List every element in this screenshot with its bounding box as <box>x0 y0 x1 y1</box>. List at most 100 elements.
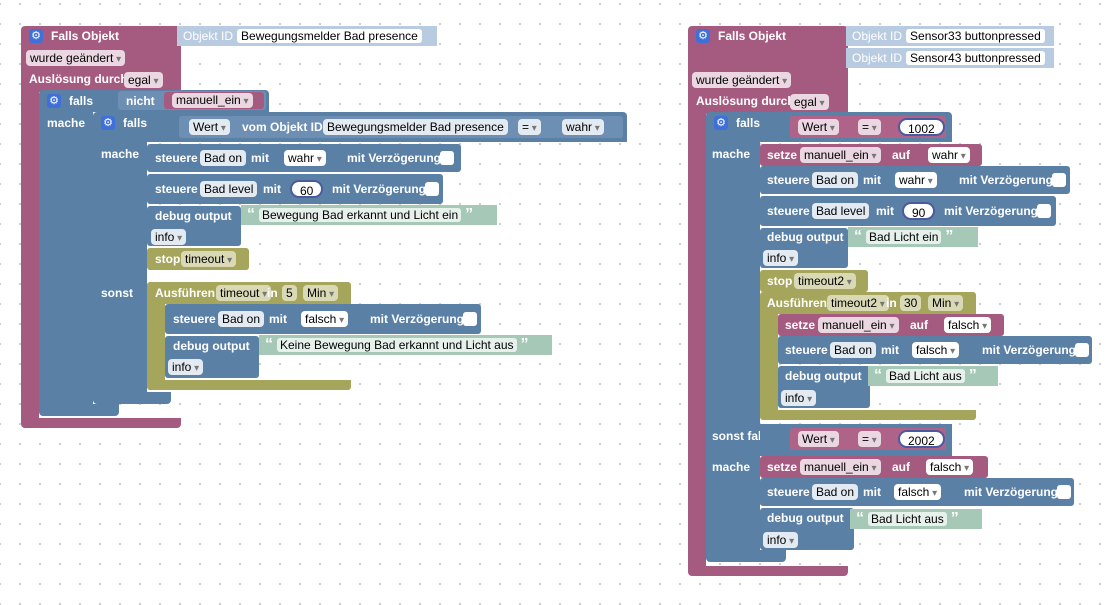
minutes-input[interactable]: 30 <box>900 295 922 311</box>
mit-label: mit <box>881 343 899 357</box>
device-field[interactable]: Bad level <box>812 203 870 219</box>
device-field[interactable]: Bad on <box>830 342 877 358</box>
device-field[interactable]: Bad level <box>200 181 258 197</box>
log-level-dropdown[interactable]: info <box>168 359 204 375</box>
boolean-dropdown[interactable]: wahr <box>562 119 604 135</box>
gear-icon[interactable]: ⚙ <box>101 116 115 130</box>
value-dropdown[interactable]: falsch <box>912 342 960 358</box>
wurde-geaendert-dropdown[interactable]: wurde geändert <box>692 72 792 88</box>
delay-checkbox[interactable] <box>1037 204 1051 218</box>
unit-dropdown[interactable]: Min <box>303 285 339 301</box>
debug-output-label: debug output <box>155 209 232 223</box>
value-dropdown[interactable]: falsch <box>894 484 942 500</box>
string-value[interactable]: Bad Licht aus <box>886 369 965 383</box>
string-block[interactable]: “ Bad Licht aus” <box>850 509 982 529</box>
mit-label: mit <box>863 173 881 187</box>
if-block-inner-spine <box>93 140 147 398</box>
timeout-dropdown[interactable]: timeout2 <box>827 295 889 311</box>
mit-label: mit <box>876 204 894 218</box>
quote-close-icon: ” <box>968 367 977 384</box>
operator-dropdown[interactable]: = <box>858 119 881 135</box>
number-input[interactable]: 90 <box>902 202 936 220</box>
quote-open-icon: “ <box>874 367 882 384</box>
steuere-label: steuere <box>767 485 810 499</box>
number-input[interactable]: 2002 <box>898 430 945 448</box>
steuere-label: steuere <box>173 312 216 326</box>
wert-dropdown[interactable]: Wert <box>189 119 230 135</box>
object-id-field[interactable]: Objekt ID Sensor33 buttonpressed <box>846 26 1054 46</box>
steuere-label: steuere <box>767 204 810 218</box>
string-value[interactable]: Bad Licht aus <box>868 512 947 526</box>
timeout-dropdown[interactable]: timeout2 <box>794 273 856 289</box>
gear-icon[interactable]: ⚙ <box>714 116 728 130</box>
falls-label: falls <box>123 116 148 130</box>
log-level-dropdown[interactable]: info <box>763 532 799 548</box>
gear-icon[interactable]: ⚙ <box>47 94 61 108</box>
log-level-dropdown[interactable]: info <box>781 390 817 406</box>
gear-icon[interactable]: ⚙ <box>29 29 43 43</box>
ausfuehren-label: Ausführen <box>155 286 215 300</box>
wert-dropdown[interactable]: Wert <box>798 431 839 447</box>
value-dropdown[interactable]: wahr <box>895 172 937 188</box>
egal-dropdown[interactable]: egal <box>124 72 163 88</box>
variable-dropdown[interactable]: manuell_ein <box>800 459 881 475</box>
delay-checkbox[interactable] <box>1057 485 1071 499</box>
boolean-dropdown[interactable]: falsch <box>926 459 974 475</box>
string-block[interactable]: “ Bewegung Bad erkannt und Licht ein” <box>241 205 497 225</box>
delay-checkbox[interactable] <box>1075 343 1089 357</box>
variable-dropdown[interactable]: manuell_ein <box>800 147 881 163</box>
object-id-value[interactable]: Bewegungsmelder Bad presence <box>323 119 508 135</box>
egal-dropdown[interactable]: egal <box>790 94 829 110</box>
verzoegerung-label: mit Verzögerung <box>332 182 427 196</box>
log-level-dropdown[interactable]: info <box>151 229 187 245</box>
trigger-block-left-spine <box>21 90 39 420</box>
string-value[interactable]: Keine Bewegung Bad erkannt und Licht aus <box>277 338 517 352</box>
object-id-field[interactable]: Objekt ID Sensor43 buttonpressed <box>846 48 1054 68</box>
stop-label: stop <box>155 252 181 266</box>
string-block[interactable]: “ Bad Licht aus” <box>868 366 998 386</box>
boolean-dropdown[interactable]: falsch <box>944 317 992 333</box>
falls-objekt-label: Falls Objekt <box>51 29 120 43</box>
device-field[interactable]: Bad on <box>218 311 265 327</box>
operator-dropdown[interactable]: = <box>858 431 881 447</box>
execute-timeout-bottom <box>760 410 976 420</box>
unit-dropdown[interactable]: Min <box>928 295 964 311</box>
value-dropdown[interactable]: wahr <box>284 150 326 166</box>
wurde-geaendert-dropdown[interactable]: wurde geändert <box>26 50 126 66</box>
string-value[interactable]: Bewegung Bad erkannt und Licht ein <box>259 208 462 222</box>
string-block[interactable]: “ Bad Licht ein” <box>848 227 978 247</box>
timeout-dropdown[interactable]: timeout <box>216 285 272 301</box>
object-id-value[interactable]: Bewegungsmelder Bad presence <box>237 29 422 43</box>
timeout-dropdown[interactable]: timeout <box>181 251 237 267</box>
number-input[interactable]: 1002 <box>898 118 945 136</box>
verzoegerung-label: mit Verzögerung <box>347 151 442 165</box>
mit-label: mit <box>269 312 287 326</box>
delay-checkbox[interactable] <box>1052 173 1066 187</box>
boolean-dropdown[interactable]: wahr <box>928 147 970 163</box>
device-field[interactable]: Bad on <box>200 150 247 166</box>
quote-close-icon: ” <box>520 336 529 353</box>
quote-open-icon: “ <box>856 510 864 527</box>
variable-dropdown[interactable]: manuell_ein <box>172 93 253 108</box>
debug-output-label: debug output <box>767 511 844 525</box>
operator-dropdown[interactable]: = <box>518 119 541 135</box>
minutes-input[interactable]: 5 <box>282 285 297 301</box>
gear-icon[interactable]: ⚙ <box>696 29 710 43</box>
object-id-value[interactable]: Sensor33 buttonpressed <box>906 29 1045 43</box>
string-value[interactable]: Bad Licht ein <box>866 230 942 244</box>
delay-checkbox[interactable] <box>440 151 454 165</box>
delay-checkbox[interactable] <box>463 312 477 326</box>
object-id-value[interactable]: Sensor43 buttonpressed <box>906 51 1045 65</box>
string-block[interactable]: “ Keine Bewegung Bad erkannt und Licht au… <box>259 335 552 355</box>
verzoegerung-label: mit Verzögerung <box>982 343 1077 357</box>
variable-dropdown[interactable]: manuell_ein <box>818 317 899 333</box>
delay-checkbox[interactable] <box>425 182 439 196</box>
verzoegerung-label: mit Verzögerung <box>964 485 1059 499</box>
device-field[interactable]: Bad on <box>812 484 859 500</box>
wert-dropdown[interactable]: Wert <box>798 119 839 135</box>
object-id-field[interactable]: Objekt ID Bewegungsmelder Bad presence <box>177 26 437 46</box>
value-dropdown[interactable]: falsch <box>301 311 349 327</box>
device-field[interactable]: Bad on <box>812 172 859 188</box>
log-level-dropdown[interactable]: info <box>763 250 799 266</box>
number-input[interactable]: 60 <box>290 180 324 198</box>
